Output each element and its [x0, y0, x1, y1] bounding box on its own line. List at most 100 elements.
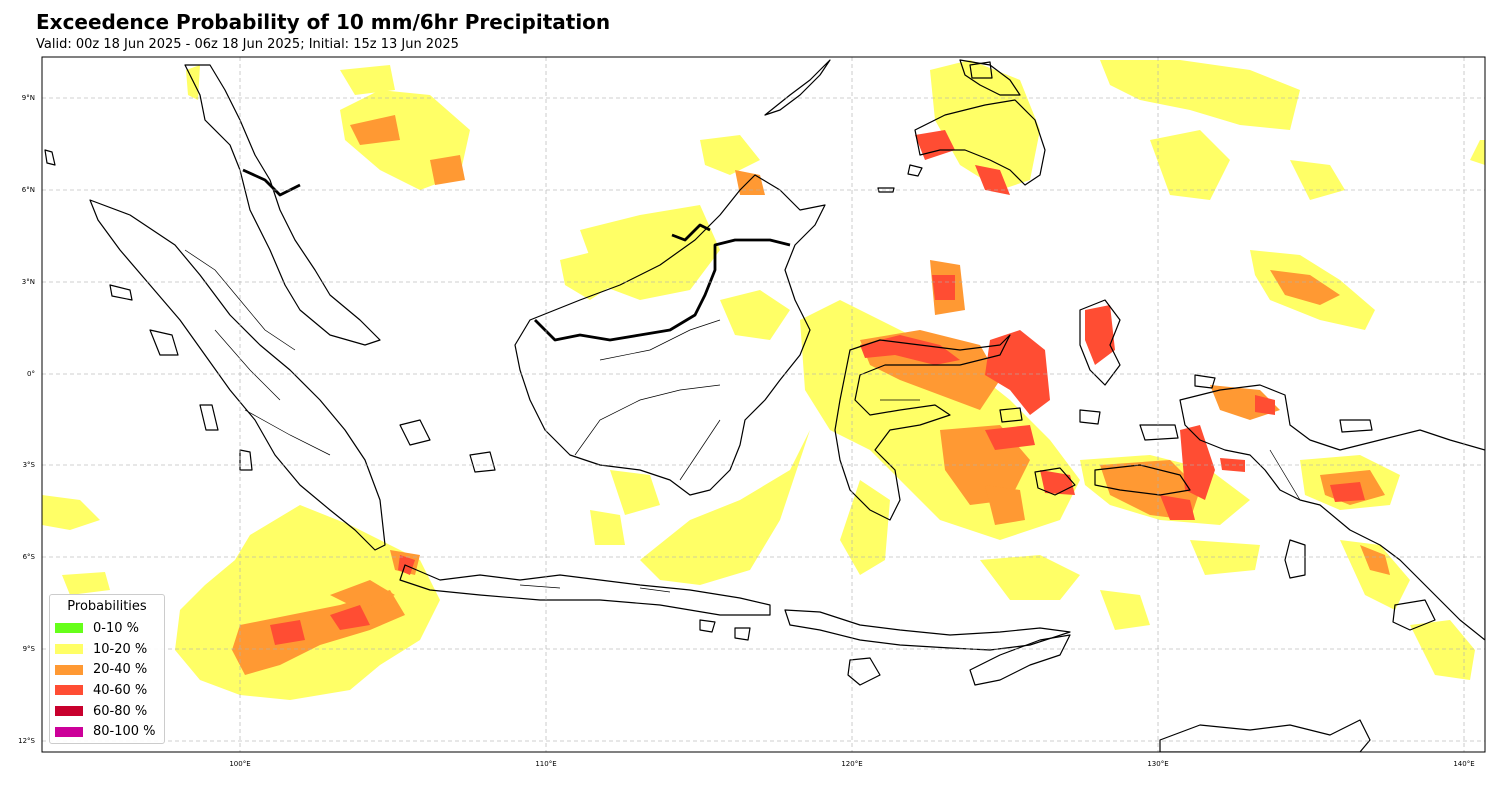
small-island-coast — [907, 164, 923, 177]
small-island-coast — [399, 419, 431, 446]
prob-region — [1360, 545, 1390, 575]
prob-region — [975, 165, 1010, 195]
prob-region — [430, 155, 465, 185]
prob-region — [1190, 540, 1260, 575]
map-title: Exceedence Probability of 10 mm/6hr Prec… — [36, 10, 611, 34]
lon-label: 110°E — [535, 760, 556, 768]
small-island-coast — [109, 284, 133, 301]
legend-item: 80-100 % — [50, 721, 164, 742]
mindanao-coast — [914, 99, 1046, 186]
prob-region — [340, 65, 395, 95]
prob-region — [1270, 270, 1340, 305]
lat-label: 9°S — [23, 645, 36, 653]
legend-item: 10-20 % — [50, 639, 164, 660]
legend-swatch — [55, 664, 83, 675]
coastline-layer — [44, 59, 1485, 752]
small-island-coast — [1392, 599, 1436, 631]
province-border — [184, 249, 296, 351]
sabah-border — [671, 223, 711, 242]
prob-region — [1330, 482, 1365, 502]
prob-region — [590, 510, 625, 545]
lat-label: 12°S — [18, 737, 35, 745]
small-island-coast — [469, 451, 496, 473]
lon-label: 140°E — [1453, 760, 1474, 768]
prob-region — [1150, 130, 1230, 200]
sumatra-coast — [89, 199, 386, 551]
prob-region — [350, 115, 400, 145]
province-border — [1269, 449, 1301, 501]
lon-label: 100°E — [229, 760, 250, 768]
prob-region — [42, 495, 100, 530]
lat-label: 0° — [27, 370, 35, 378]
lat-label: 6°N — [22, 186, 35, 194]
prob-region — [932, 275, 955, 300]
grid-layer — [42, 57, 1485, 752]
prob-region — [860, 335, 960, 365]
sumba-coast — [847, 657, 881, 686]
prob-region — [930, 60, 1040, 190]
timor-coast — [969, 634, 1071, 686]
prob-region — [985, 425, 1035, 450]
legend-item: 0-10 % — [50, 618, 164, 639]
small-island-coast — [1194, 374, 1216, 389]
seram-coast — [1094, 464, 1191, 496]
small-island-coast — [199, 404, 219, 431]
prob-region — [915, 130, 955, 160]
legend-swatch — [55, 623, 83, 634]
small-island-coast — [999, 407, 1023, 423]
prob-region — [700, 135, 760, 175]
prob-region — [1255, 395, 1275, 415]
prob-region — [985, 485, 1025, 525]
lat-labels: 9°N 6°N 3°N 0° 3°S 6°S 9°S 12°S — [18, 94, 35, 745]
philippines-north-coast — [764, 59, 831, 116]
legend-title: Probabilities — [67, 599, 147, 614]
legend-label: 0-10 % — [93, 620, 139, 636]
lat-label: 6°S — [23, 553, 36, 561]
legend-item: 40-60 % — [50, 680, 164, 701]
buru-coast — [1034, 467, 1076, 496]
legend-swatch — [55, 644, 83, 655]
lon-label: 130°E — [1147, 760, 1168, 768]
legend-item: 60-80 % — [50, 701, 164, 722]
small-island-coast — [44, 149, 56, 166]
borneo-coast — [514, 174, 826, 496]
prob-region — [62, 572, 110, 595]
province-border — [679, 419, 721, 481]
prob-region — [270, 620, 305, 645]
map-subtitle: Valid: 00z 18 Jun 2025 - 06z 18 Jun 2025… — [36, 37, 459, 52]
province-border — [244, 409, 331, 456]
small-island-coast — [1284, 539, 1306, 579]
small-island-coast — [1139, 424, 1179, 441]
small-island-coast — [734, 627, 751, 641]
small-island-coast — [149, 329, 179, 356]
prob-region — [1100, 60, 1300, 130]
map-frame — [41, 56, 1486, 753]
small-island-coast — [969, 61, 993, 79]
prob-region — [1340, 540, 1410, 610]
prob-region — [1470, 140, 1485, 165]
prob-region — [840, 480, 890, 575]
small-island-coast — [1339, 419, 1373, 433]
province-border — [519, 584, 561, 589]
java-coast — [399, 564, 771, 616]
new-guinea-coast — [1179, 384, 1485, 641]
small-island-coast — [877, 187, 895, 193]
malay-peninsula-coast — [184, 64, 381, 346]
small-island-coast — [699, 619, 716, 633]
philippines-visayas-coast — [959, 59, 1021, 96]
legend: Probabilities 0-10 % 10-20 % 20-40 % 40-… — [49, 594, 165, 744]
lat-label: 3°S — [23, 461, 36, 469]
lon-labels: 100°E 110°E 120°E 130°E 140°E — [229, 760, 1474, 768]
legend-label: 20-40 % — [93, 662, 148, 678]
lon-label: 120°E — [841, 760, 862, 768]
halmahera-coast — [1079, 299, 1121, 386]
province-border — [639, 587, 671, 593]
legend-label: 80-100 % — [93, 724, 156, 740]
prob-region — [1100, 590, 1150, 630]
legend-label: 10-20 % — [93, 641, 148, 657]
prob-region — [1410, 620, 1475, 680]
lat-label: 9°N — [22, 94, 35, 102]
prob-region — [1085, 305, 1115, 365]
prob-region — [610, 470, 660, 515]
